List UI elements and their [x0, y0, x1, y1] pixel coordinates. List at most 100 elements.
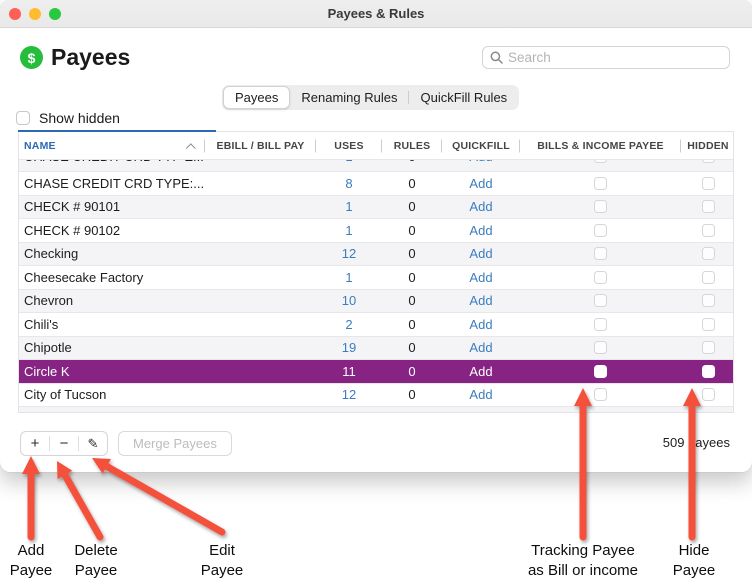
rules-count: 0: [408, 222, 416, 238]
uses-link[interactable]: 1: [345, 199, 353, 215]
table-row[interactable]: Circle K 11 0 Add: [19, 359, 733, 383]
quickfill-add-link[interactable]: Add: [469, 316, 493, 332]
column-header-bills-income[interactable]: BILLS & INCOME PAYEE: [520, 140, 681, 152]
payee-name: Chipotle: [24, 340, 72, 356]
dollar-icon: $: [20, 46, 43, 69]
rules-count: 0: [408, 199, 416, 215]
payee-name: Chevron: [24, 293, 74, 309]
hidden-checkbox[interactable]: [701, 388, 715, 402]
hidden-checkbox[interactable]: [701, 223, 715, 237]
tab-divider: [408, 91, 410, 104]
delete-payee-button[interactable]: −: [50, 432, 78, 455]
search-input[interactable]: [508, 50, 729, 65]
payee-name: Chili's: [24, 316, 59, 332]
table-row[interactable]: Cheesecake Factory 1 0 Add: [19, 265, 733, 289]
payee-name: CHECK # 90101: [24, 199, 121, 215]
quickfill-add-link[interactable]: Add: [469, 199, 493, 215]
minimize-button[interactable]: [29, 8, 41, 20]
payee-name: CHASE CREDIT CRD TYP E...: [19, 160, 205, 164]
bills-income-checkbox[interactable]: [594, 388, 607, 402]
column-header-rules[interactable]: RULES: [382, 140, 442, 152]
quickfill-add-link[interactable]: Add: [469, 222, 493, 238]
bills-income-checkbox[interactable]: [594, 223, 607, 237]
table-row[interactable]: Chipotle 19 0 Add: [19, 335, 733, 359]
page-title: Payees: [51, 44, 131, 70]
uses-link[interactable]: 2: [345, 316, 353, 332]
uses-link[interactable]: 10: [341, 293, 357, 309]
hidden-checkbox[interactable]: [701, 200, 715, 214]
hidden-checkbox[interactable]: [701, 160, 715, 163]
uses-link[interactable]: 11: [342, 363, 356, 379]
uses-link[interactable]: 1: [316, 160, 382, 164]
show-hidden-label: Show hidden: [39, 110, 120, 126]
bills-income-checkbox[interactable]: [594, 294, 607, 308]
quickfill-add-link[interactable]: Add: [442, 160, 520, 164]
bills-income-checkbox[interactable]: [594, 160, 607, 163]
show-hidden-checkbox[interactable]: [16, 111, 30, 125]
delete-payee-arrow: [57, 461, 104, 541]
table-row[interactable]: CHECK # 90101 1 0 Add: [19, 194, 733, 218]
column-header-ebill[interactable]: EBILL / BILL PAY: [205, 140, 316, 152]
uses-link[interactable]: 12: [341, 387, 357, 403]
uses-link[interactable]: 8: [345, 175, 353, 191]
hidden-checkbox[interactable]: [701, 294, 715, 308]
hidden-checkbox[interactable]: [701, 270, 715, 284]
hide-payee-annotation: Hide Payee: [672, 542, 716, 579]
column-header-uses[interactable]: USES: [316, 140, 382, 152]
hidden-checkbox[interactable]: [701, 317, 715, 331]
rules-count: 0: [408, 293, 416, 309]
quickfill-add-link[interactable]: Add: [469, 363, 493, 379]
table-row[interactable]: City of Tucson 12 0 Add: [19, 382, 733, 406]
search-field[interactable]: [482, 46, 730, 69]
table-row[interactable]: Chevron 10 0 Add: [19, 288, 733, 312]
bills-income-checkbox[interactable]: [594, 176, 607, 190]
uses-link[interactable]: 1: [345, 269, 353, 285]
tab-renaming-rules[interactable]: Renaming Rules: [301, 90, 398, 105]
hidden-checkbox[interactable]: [701, 364, 715, 378]
bills-income-checkbox[interactable]: [594, 200, 607, 214]
column-header-quickfill[interactable]: QUICKFILL: [442, 140, 520, 152]
payee-name: CHECK # 90102: [24, 222, 121, 238]
bills-income-checkbox[interactable]: [594, 364, 607, 378]
bills-income-checkbox[interactable]: [594, 247, 607, 261]
bills-income-checkbox[interactable]: [594, 317, 607, 331]
bills-income-checkbox[interactable]: [594, 341, 607, 355]
quickfill-add-link[interactable]: Add: [469, 387, 493, 403]
bills-income-checkbox[interactable]: [594, 270, 607, 284]
title-bar[interactable]: Payees & Rules: [0, 0, 752, 28]
quickfill-add-link[interactable]: Add: [469, 175, 493, 191]
quickfill-add-link[interactable]: Add: [469, 340, 493, 356]
payee-name: Checking: [24, 246, 79, 262]
table-row[interactable]: Checking 12 0 Add: [19, 241, 733, 265]
edit-payee-annotation: Edit Payee: [200, 542, 244, 579]
hidden-checkbox[interactable]: [701, 247, 715, 261]
tab-quickfill-rules[interactable]: QuickFill Rules: [420, 90, 508, 105]
payees-window: Payees & Rules $ Payees Payees Renaming …: [0, 0, 752, 472]
column-header-name[interactable]: NAME: [19, 140, 205, 153]
uses-link[interactable]: 19: [341, 340, 357, 356]
button-separator: [78, 436, 79, 451]
uses-link[interactable]: 12: [341, 246, 357, 262]
rules-count: 0: [408, 387, 416, 403]
uses-link[interactable]: 1: [345, 222, 353, 238]
table-row[interactable]: CHECK # 90102 1 0 Add: [19, 218, 733, 242]
quickfill-add-link[interactable]: Add: [469, 293, 493, 309]
table-row[interactable]: Chili's 2 0 Add: [19, 312, 733, 336]
quickfill-add-link[interactable]: Add: [469, 246, 493, 262]
edit-payee-button[interactable]: ✎: [79, 432, 107, 455]
merge-payees-button[interactable]: Merge Payees: [118, 431, 232, 456]
add-payee-button[interactable]: +: [21, 432, 49, 455]
table-row[interactable]: CHASE CREDIT CRD TYP E... 1 0 Add: [19, 159, 733, 171]
hidden-checkbox[interactable]: [701, 176, 715, 190]
rules-count: 0: [408, 363, 416, 379]
tab-payees[interactable]: Payees: [223, 86, 291, 109]
table-row[interactable]: CHASE CREDIT CRD TYPE:... 8 0 Add: [19, 171, 733, 195]
hidden-checkbox[interactable]: [701, 341, 715, 355]
column-header-hidden[interactable]: HIDDEN: [687, 139, 729, 152]
zoom-button[interactable]: [49, 8, 61, 20]
quickfill-add-link[interactable]: Add: [469, 269, 493, 285]
payee-count: 509 payees: [662, 435, 730, 450]
clipped-bottom-row: [19, 406, 733, 412]
close-button[interactable]: [9, 8, 21, 20]
